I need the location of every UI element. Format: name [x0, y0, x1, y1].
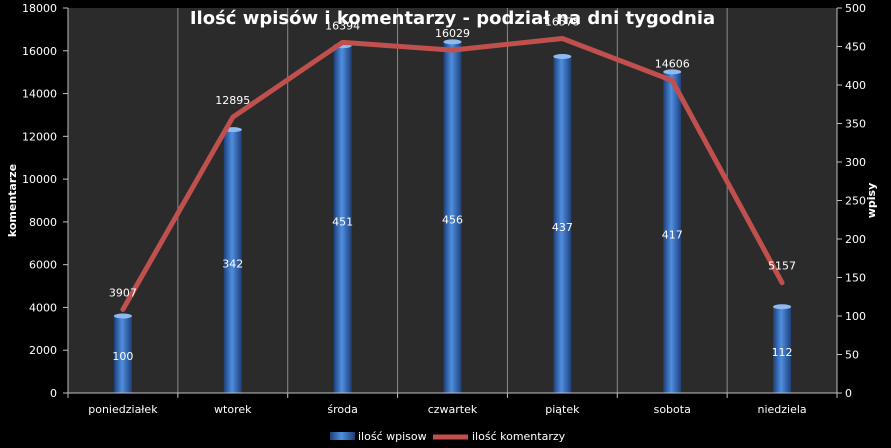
- y-left-tick-label: 8000: [29, 216, 57, 229]
- x-category-label: poniedziałek: [88, 403, 158, 416]
- bar-value-label: 451: [332, 215, 353, 228]
- y-left-tick-label: 0: [50, 387, 57, 400]
- x-category-label: środa: [327, 403, 357, 416]
- y-right-tick-label: 500: [845, 2, 866, 15]
- y-right-tick-label: 150: [845, 272, 866, 285]
- bar-value-label: 100: [112, 350, 133, 363]
- legend: ilość wpisow ilość komentarzy: [330, 430, 566, 443]
- grid-lines: [177, 8, 728, 393]
- legend-label-bar: ilość wpisow: [358, 430, 427, 443]
- bar-piątek: [553, 56, 572, 393]
- x-category-label: sobota: [654, 403, 691, 416]
- line-series: [120, 35, 785, 312]
- y-right-tick-label: 350: [845, 118, 866, 131]
- bar-cap-piątek: [553, 54, 572, 60]
- bar-value-label: 456: [442, 213, 463, 226]
- bar-series: [113, 39, 792, 393]
- x-category-label: niedziela: [757, 403, 806, 416]
- bar-cap-niedziela: [773, 304, 792, 310]
- bar-cap-czwartek: [443, 39, 462, 45]
- bar-value-label: 417: [662, 228, 683, 241]
- bar-cap-sobota: [663, 69, 682, 75]
- y-right-tick-label: 200: [845, 233, 866, 246]
- bar-sobota: [663, 71, 682, 393]
- y-left-tick-label: 2000: [29, 344, 57, 357]
- comments-line: [120, 35, 785, 312]
- y-left-tick-label: 14000: [22, 88, 57, 101]
- x-category-label: wtorek: [214, 403, 252, 416]
- legend-label-line: ilość komentarzy: [472, 430, 566, 443]
- line-value-label: 16029: [435, 27, 470, 40]
- y-right-tick-label: 300: [845, 156, 866, 169]
- bar-value-label: 112: [772, 346, 793, 359]
- line-value-label: 3907: [109, 286, 137, 299]
- bar-czwartek: [443, 41, 462, 393]
- x-category-label: piątek: [545, 403, 580, 416]
- y-right-tick-label: 450: [845, 41, 866, 54]
- y-left-tick-label: 6000: [29, 259, 57, 272]
- line-value-label: 5157: [768, 260, 796, 273]
- chart-title: Ilość wpisów i komentarzy - podział na d…: [190, 8, 715, 29]
- y-left-tick-label: 12000: [22, 130, 57, 143]
- line-value-label: 14606: [655, 58, 690, 71]
- y-right-tick-label: 250: [845, 195, 866, 208]
- axes: 0200040006000800010000120001400016000180…: [22, 2, 866, 416]
- y-left-tick-label: 4000: [29, 301, 57, 314]
- data-labels: 100 342 451 456 437 417 112 3907 12895 16394 16029…: [109, 15, 796, 363]
- y-right-tick-label: 50: [845, 349, 859, 362]
- legend-swatch-bar: [330, 432, 355, 440]
- y-right-tick-label: 400: [845, 79, 866, 92]
- y-left-tick-label: 16000: [22, 45, 57, 58]
- y-axis-left-title: komentarze: [6, 164, 19, 237]
- y-axis-right-title: wpisy: [865, 183, 878, 219]
- y-right-tick-label: 0: [845, 387, 852, 400]
- line-value-label: 16394: [325, 19, 360, 32]
- bar-value-label: 437: [552, 221, 573, 234]
- y-right-tick-label: 100: [845, 310, 866, 323]
- y-left-tick-label: 10000: [22, 173, 57, 186]
- x-category-label: czwartek: [428, 403, 478, 416]
- bar-cap-poniedziałek: [113, 313, 132, 319]
- line-value-label: 16575: [545, 15, 580, 28]
- y-left-tick-label: 18000: [22, 2, 57, 15]
- bar-value-label: 342: [222, 257, 243, 270]
- line-value-label: 12895: [215, 94, 250, 107]
- bar-środa: [333, 45, 352, 393]
- bar-poniedziałek: [113, 316, 132, 393]
- bar-niedziela: [773, 306, 792, 393]
- bar-wtorek: [223, 129, 242, 393]
